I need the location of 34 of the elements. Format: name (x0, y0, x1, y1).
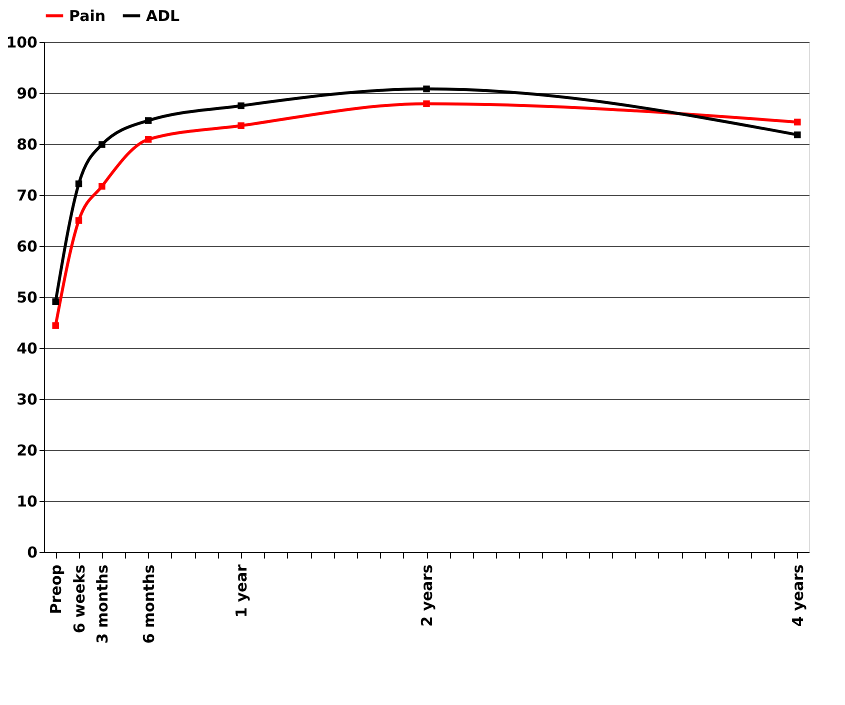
point (144, 117, 152, 124)
x-tick-label: 1 year (232, 564, 251, 618)
y-tick-label: 10 (16, 492, 38, 510)
point (144, 136, 152, 143)
y-tick-label: 0 (27, 544, 38, 562)
x-tick-label: 2 years (418, 564, 436, 627)
point (238, 102, 244, 110)
point (794, 118, 801, 126)
x-tick-label: Preop (47, 564, 66, 614)
y-tick-label: 60 (16, 238, 38, 256)
point (75, 217, 82, 224)
x-tick-label: 3 months (93, 564, 112, 644)
y-tick-label: 20 (16, 442, 38, 460)
y-tick-label: 100 (6, 34, 38, 52)
point (238, 122, 244, 129)
legend-label: ADL (146, 6, 180, 25)
y-tick-label: 90 (16, 84, 38, 102)
x-tick-label: 6 months (140, 564, 158, 644)
y-tick-label: 70 (16, 186, 38, 204)
y-tick-label: 50 (16, 288, 38, 306)
y-tick-label: 80 (16, 136, 38, 154)
point (98, 182, 106, 190)
y-tick-label: 40 (16, 340, 38, 358)
point (423, 86, 430, 92)
x-tick-label: 6 weeks (70, 564, 88, 634)
point (423, 100, 430, 108)
point (52, 322, 59, 329)
x-tick-label: 4 years (788, 564, 807, 627)
point (98, 141, 106, 148)
legend-label: Pain (69, 6, 106, 25)
y-tick-label: 30 (16, 390, 38, 408)
point (75, 180, 82, 188)
point (794, 131, 801, 138)
point (52, 298, 59, 305)
